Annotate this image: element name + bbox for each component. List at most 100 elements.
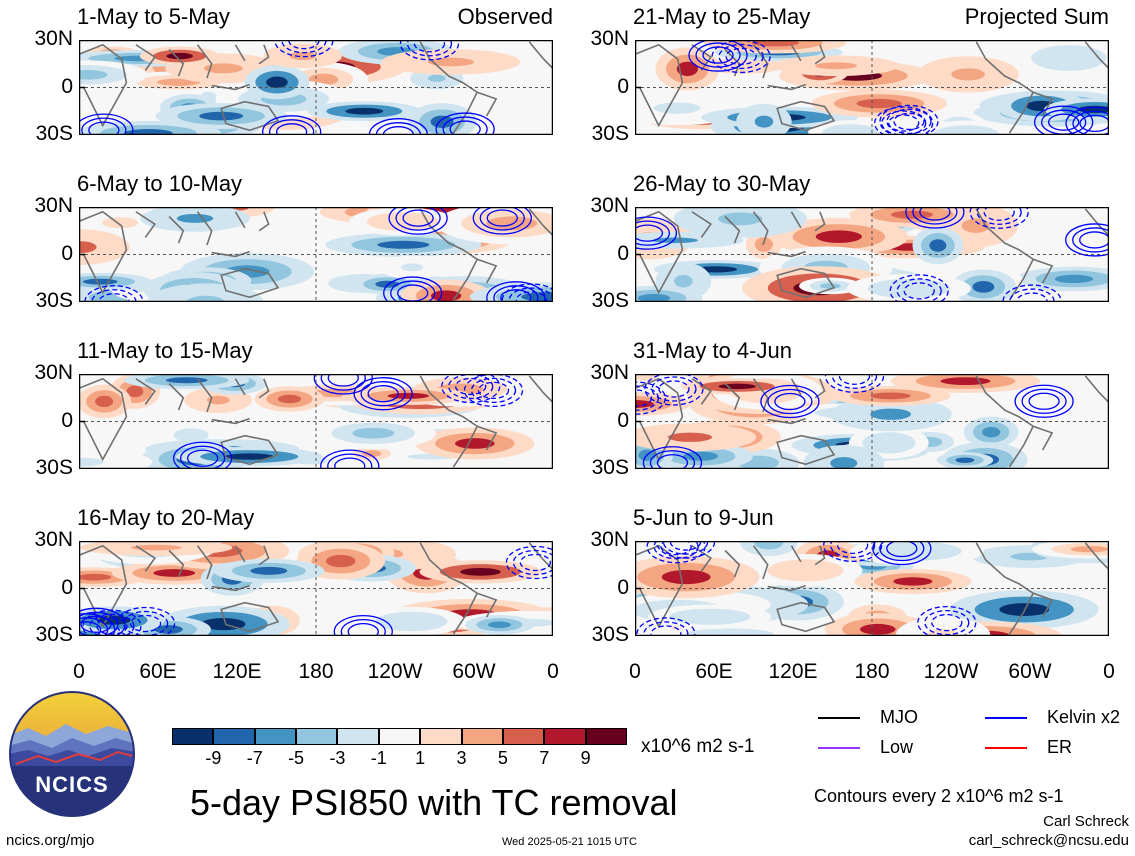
anomaly-cell — [815, 230, 862, 243]
y-tick-label: 30S — [35, 623, 73, 646]
colorbar-label: 3 — [456, 748, 467, 768]
kelvin-contour — [903, 282, 935, 300]
ncics-logo: NCICS — [8, 690, 136, 818]
anomaly-cell — [830, 457, 858, 470]
anomaly-cell — [326, 554, 356, 568]
colorbar-segment — [502, 728, 545, 745]
anomaly-cell — [384, 216, 421, 227]
kelvin-contour — [96, 617, 128, 635]
colorbar-label: 7 — [539, 748, 550, 768]
x-tick-label: 180 — [854, 660, 890, 683]
panel-title: 26-May to 30-May — [633, 171, 811, 196]
colorbar-label: 1 — [415, 748, 426, 768]
kelvin-contour — [725, 47, 757, 66]
kelvin-contour — [519, 553, 552, 572]
anomaly-cell — [387, 392, 430, 399]
kelvin-contour — [688, 38, 748, 72]
anomaly-cell — [153, 569, 196, 577]
colorbar-segment — [296, 728, 338, 745]
y-tick-label: 30S — [35, 456, 73, 479]
kelvin-contour — [760, 384, 820, 419]
anomaly-cell — [400, 263, 424, 272]
colorbar-segment — [544, 728, 586, 745]
anomaly-cell — [683, 451, 719, 461]
map-panel — [580, 359, 1110, 484]
x-tick-label: 60E — [139, 660, 177, 683]
x-tick-label: 0 — [547, 660, 559, 683]
kelvin-contour — [886, 108, 932, 135]
anomaly-cell — [929, 239, 947, 252]
footer-timestamp: Wed 2025-05-21 1015 UTC — [502, 836, 637, 848]
colorbar-segment — [254, 728, 297, 745]
kelvin-contour — [888, 114, 920, 132]
anomaly-field — [580, 362, 1041, 484]
y-tick-label: 0 — [617, 74, 629, 98]
column-label: Projected Sum — [964, 4, 1109, 29]
anomaly-cell — [95, 395, 114, 408]
map-panel — [606, 32, 1135, 150]
footer-url[interactable]: ncics.org/mjo — [6, 832, 95, 849]
colorbar-segment — [172, 728, 214, 745]
kelvin-contour — [1028, 392, 1060, 410]
kelvin-contour — [486, 209, 518, 227]
x-tick-label: 60W — [452, 660, 496, 683]
anomaly-cell — [82, 278, 118, 285]
panel-title: 21-May to 25-May — [633, 4, 811, 29]
colorbar: -9 -7 -5 -3 -1 1 3 5 7 9 — [172, 728, 627, 774]
y-tick-label: 30N — [590, 361, 629, 384]
anomaly-cell — [814, 62, 858, 70]
anomaly-cell — [460, 567, 501, 576]
column-label: Observed — [457, 4, 553, 29]
y-tick-label: 30S — [35, 122, 73, 145]
y-tick-label: 30N — [34, 361, 73, 384]
anomaly-cell — [250, 566, 288, 575]
coastline-layer — [78, 208, 554, 301]
anomaly-cell — [289, 51, 316, 61]
y-tick-label: 0 — [61, 408, 73, 432]
footer-email[interactable]: carl_schreck@ncsu.edu — [968, 832, 1129, 849]
map-panel — [30, 196, 624, 321]
map-panel — [605, 195, 1132, 318]
y-tick-label: 30N — [590, 528, 629, 551]
coastline-layer — [78, 542, 554, 635]
legend-label: Kelvin x2 — [1047, 707, 1121, 727]
anomaly-cell — [130, 544, 182, 551]
kelvin-contour — [455, 377, 487, 396]
y-tick-label: 30N — [34, 528, 73, 551]
colorbar-segment — [420, 728, 462, 745]
y-tick-label: 30S — [591, 623, 629, 646]
colorbar-label: -9 — [205, 748, 222, 768]
anomaly-cell — [377, 240, 430, 249]
anomaly-cell — [653, 102, 701, 114]
anomaly-cell — [126, 385, 144, 398]
legend-label: ER — [1047, 737, 1073, 757]
anomaly-cell — [676, 61, 699, 77]
panel-title: 1-May to 5-May — [77, 4, 230, 29]
x-tick-label: 0 — [73, 660, 85, 683]
legend-swatch — [985, 747, 1027, 749]
x-tick-label: 120E — [768, 660, 818, 683]
kelvin-contour — [129, 614, 162, 633]
y-tick-label: 30N — [590, 27, 629, 50]
panel-title: 5-Jun to 9-Jun — [633, 505, 774, 530]
colorbar-label: -3 — [329, 748, 346, 768]
anomaly-cell — [182, 431, 200, 439]
map-svg — [606, 32, 1135, 150]
map-svg — [30, 196, 624, 321]
anomaly-cell — [1049, 51, 1088, 65]
legend-label: Low — [880, 737, 914, 757]
x-tick-label: 60E — [695, 660, 733, 683]
kelvin-contour — [651, 376, 697, 402]
kelvin-contour — [186, 449, 219, 467]
anomaly-cell — [891, 210, 933, 219]
legend-label: MJO — [880, 707, 918, 727]
coastline-layer — [78, 41, 554, 134]
anomaly-cell — [667, 432, 713, 442]
anomaly-cell — [454, 438, 495, 449]
coastline-layer — [634, 41, 1110, 134]
y-tick-label: 30S — [591, 289, 629, 312]
x-tick-label: 60W — [1008, 660, 1052, 683]
kelvin-contour — [606, 381, 667, 415]
kelvin-contour — [1014, 384, 1074, 418]
y-tick-label: 30N — [34, 27, 73, 50]
